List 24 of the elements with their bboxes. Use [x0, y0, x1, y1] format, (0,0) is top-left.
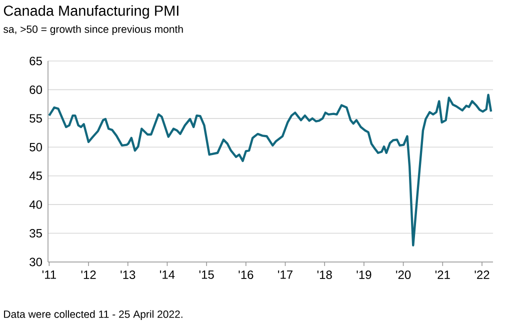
- chart-subtitle: sa, >50 = growth since previous month: [4, 25, 183, 35]
- x-tick-label: '13: [120, 270, 136, 280]
- x-tick-label: '18: [317, 270, 332, 280]
- y-tick-label: 55: [30, 114, 42, 123]
- y-tick-label: 35: [30, 229, 42, 238]
- y-tick-label: 50: [30, 142, 42, 152]
- x-tick-label: '20: [396, 270, 411, 280]
- y-tick-label: 40: [29, 200, 42, 209]
- y-tick-label: 65: [30, 56, 42, 66]
- x-tick-label: '16: [238, 270, 254, 280]
- chart-title: Canada Manufacturing PMI: [4, 5, 178, 19]
- y-tick-label: 45: [29, 172, 42, 180]
- text: Data were collected 11 - 25 April 2022.: [4, 310, 182, 320]
- y-tick-label: 60: [30, 85, 42, 94]
- x-tick-label: '15: [199, 270, 214, 279]
- x-tick-label: '17: [278, 270, 292, 279]
- x-tick-label: '11: [42, 270, 56, 279]
- x-tick-label: '12: [81, 270, 96, 279]
- line-series: [48, 94, 492, 246]
- x-tick-label: '22: [474, 270, 490, 279]
- y-tick-label: 30: [30, 258, 42, 266]
- x-tick-label: '19: [356, 270, 372, 280]
- x-tick-label: '14: [160, 270, 175, 279]
- x-tick-label: '21: [435, 270, 450, 279]
